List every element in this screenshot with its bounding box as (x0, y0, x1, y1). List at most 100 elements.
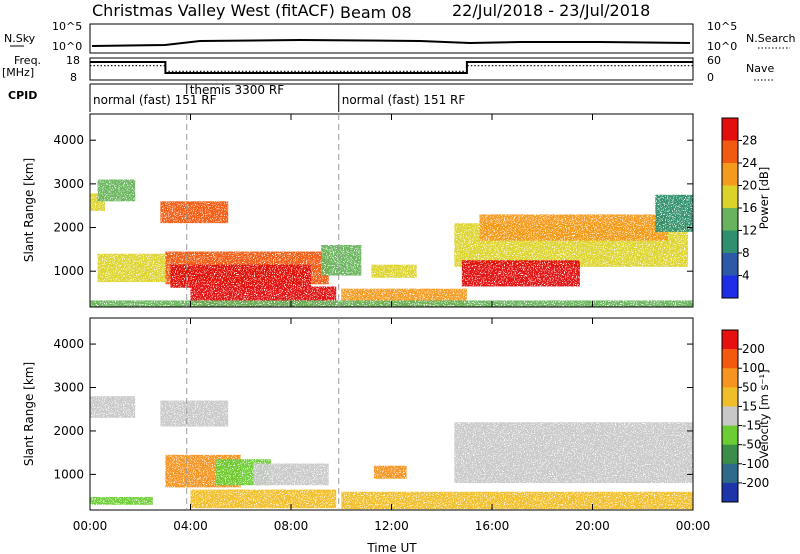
echo-region (170, 264, 312, 288)
colorbar-frame (721, 329, 739, 503)
echo-region (373, 465, 407, 479)
colorbar-swatch (722, 118, 738, 141)
cpid-segment-label: normal (fast) 151 RF (342, 93, 466, 107)
freq-tick-top: 18 (66, 54, 80, 67)
colorbar-swatch (722, 163, 738, 186)
velocity-heatmap: 1000 2000 3000 4000 00:00 04:00 08:00 12:00 16:0… (53, 317, 711, 533)
y-tick-label: 1000 (53, 467, 84, 481)
velocity-ylabel: Slant Range [km] (22, 362, 36, 466)
colorbar-tick-label: 50 (742, 380, 757, 394)
x-tick-label: 16:00 (475, 519, 510, 533)
velocity-colorbar: 200 100 50 15 -15 -50 -100 -200 (721, 329, 769, 503)
colorbar-swatch (722, 387, 738, 407)
freq-panel-frame (89, 57, 694, 81)
x-tick-label: 04:00 (173, 519, 208, 533)
colorbar-tick-label: 200 (742, 342, 765, 356)
colorbar-tick-label: 16 (742, 201, 757, 215)
echo-region (341, 491, 693, 510)
y-tick-label: 3000 (53, 177, 84, 191)
nave-tick-top: 60 (707, 54, 721, 67)
freq-label: Freq. (14, 54, 41, 67)
echo-region (97, 253, 166, 283)
colorbar-tick-label: 15 (742, 399, 757, 413)
nave-trace (90, 65, 693, 72)
echo-region (160, 400, 229, 427)
nsky-trace (91, 38, 691, 47)
colorbar-swatch (722, 140, 738, 164)
nsky-tick-bottom: 10^0 (52, 40, 82, 53)
colorbar-tick-label: -50 (742, 438, 762, 452)
colorbar-tick-label: -200 (742, 476, 769, 490)
y-tick-label: 3000 (53, 381, 84, 395)
x-tick-label: 20:00 (575, 519, 610, 533)
time-xlabel: Time UT (366, 541, 417, 554)
colorbar-swatch (722, 253, 738, 276)
power-ylabel: Slant Range [km] (22, 158, 36, 262)
colorbar-tick-label: 24 (742, 156, 757, 170)
echo-region (454, 422, 693, 484)
beam-label: Beam 08 (340, 3, 412, 22)
colorbar-tick-label: 20 (742, 179, 757, 193)
freq-trace (90, 61, 693, 74)
nsearch-label: N.Search (746, 32, 796, 45)
y-tick-label: 2000 (53, 221, 84, 235)
y-tick-label: 2000 (53, 424, 84, 438)
colorbar-swatch (722, 208, 738, 231)
colorbar-swatch (722, 330, 738, 350)
colorbar-swatch (722, 463, 738, 484)
power-colorbar-label: Power [dB] (757, 167, 771, 230)
echo-region (97, 179, 136, 202)
colorbar-tick-label: 28 (742, 134, 757, 148)
echo-region (461, 260, 580, 287)
power-panel-scatter (90, 179, 693, 307)
colorbar-tick-label: 4 (742, 269, 750, 283)
colorbar-swatch (722, 444, 738, 465)
freq-tick-bottom: 8 (70, 71, 77, 84)
colorbar-swatch (722, 275, 738, 299)
echo-region (160, 201, 229, 224)
nsky-tick-top: 10^5 (52, 20, 82, 33)
velocity-colorbar-label: Velocity [m s⁻¹] (757, 369, 771, 458)
colorbar-swatch (722, 185, 738, 209)
nave-tick-bottom: 0 (707, 71, 714, 84)
cpid-label: CPID (8, 89, 37, 102)
x-tick-label: 00:00 (676, 519, 711, 533)
colorbar-swatch (722, 349, 738, 369)
power-colorbar: 4 8 12 16 20 24 28 (721, 117, 757, 299)
x-tick-label: 08:00 (274, 519, 309, 533)
x-tick-label: 00:00 (73, 519, 108, 533)
echo-region (253, 463, 329, 486)
nsky-label: N.Sky (4, 32, 36, 45)
echo-region (321, 244, 362, 276)
cpid-segment-label: themis 3300 RF (190, 83, 284, 97)
station-title: Christmas Valley West (fitACF) (92, 1, 335, 20)
freq-unit-label: [MHz] (2, 66, 34, 79)
nsearch-tick-bottom: 10^0 (707, 40, 737, 53)
echo-region (190, 489, 337, 509)
colorbar-tick-label: 8 (742, 246, 750, 260)
colorbar-tick-label: -100 (742, 457, 769, 471)
colorbar-swatch (722, 230, 738, 254)
echo-region (655, 194, 693, 232)
date-range: 22/Jul/2018 - 23/Jul/2018 (452, 1, 650, 20)
nsearch-tick-top: 10^5 (707, 20, 737, 33)
colorbar-swatch (722, 406, 738, 426)
nsky-panel-frame (89, 23, 694, 54)
x-tick-label: 12:00 (374, 519, 409, 533)
y-tick-label: 4000 (53, 133, 84, 147)
colorbar-swatch (722, 368, 738, 388)
echo-region (90, 496, 153, 505)
y-tick-label: 1000 (53, 264, 84, 278)
y-tick-label: 4000 (53, 337, 84, 351)
colorbar-swatch (722, 482, 738, 503)
power-heatmap: 1000 2000 3000 4000 (53, 113, 694, 308)
velocity-panel-scatter (90, 396, 693, 510)
echo-region (371, 264, 417, 278)
cpid-segment-label: normal (fast) 151 RF (93, 93, 217, 107)
colorbar-tick-label: -15 (742, 419, 762, 433)
colorbar-tick-label: 12 (742, 224, 757, 238)
colorbar-swatch (722, 425, 738, 445)
nave-label: Nave (746, 62, 774, 75)
